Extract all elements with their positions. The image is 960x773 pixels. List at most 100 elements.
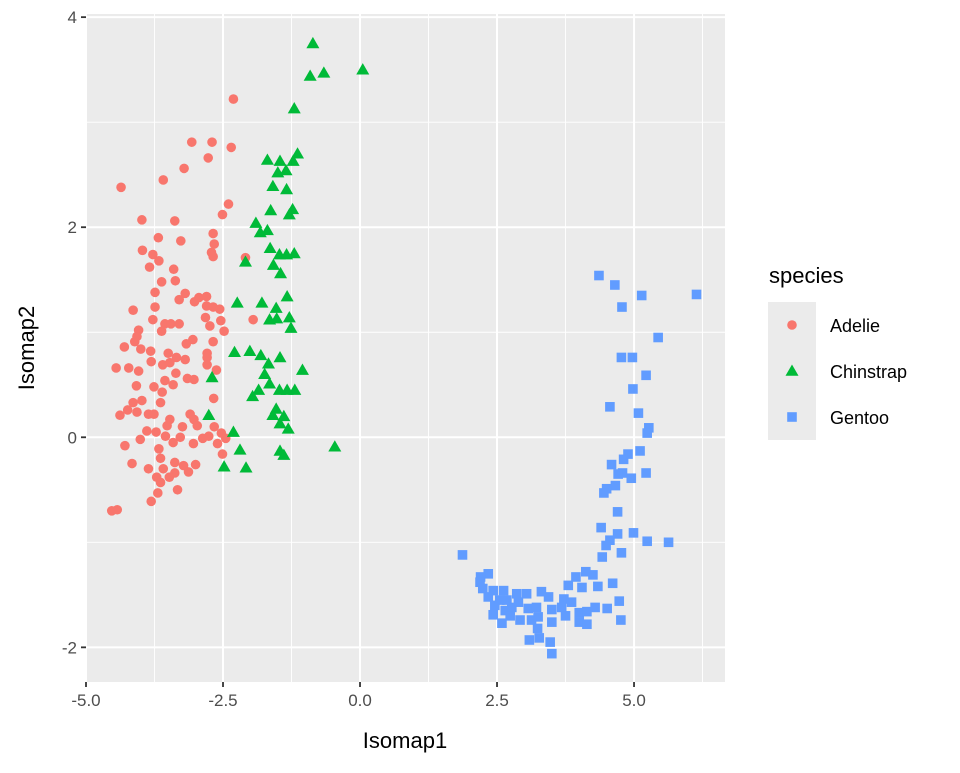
- gentoo-point: [574, 617, 585, 627]
- y-tick-label: -2: [62, 638, 77, 657]
- adelie-point: [208, 228, 218, 239]
- gentoo-point: [483, 569, 494, 579]
- chinstrap-point: [261, 357, 275, 369]
- adelie-point: [137, 215, 147, 225]
- chinstrap-point: [279, 163, 293, 176]
- chinstrap-point: [252, 383, 266, 395]
- chinstrap-point: [260, 153, 274, 165]
- adelie-point: [148, 249, 158, 260]
- adelie-point: [179, 163, 189, 174]
- legend-key-adelie: [787, 320, 797, 330]
- gentoo-point: [533, 612, 543, 622]
- chinstrap-point: [277, 448, 291, 460]
- gentoo-point: [515, 615, 525, 625]
- adelie-point: [157, 387, 167, 397]
- adelie-point: [209, 239, 220, 249]
- gridlines: [85, 14, 725, 682]
- adelie-point: [189, 374, 199, 385]
- gentoo-point: [547, 604, 557, 615]
- adelie-point: [148, 314, 158, 325]
- gentoo-point: [623, 449, 633, 459]
- adelie-point: [228, 94, 239, 104]
- legend-label: Gentoo: [830, 408, 889, 428]
- gentoo-point: [613, 469, 623, 479]
- gentoo-point: [626, 473, 637, 484]
- chinstrap-point: [281, 422, 295, 434]
- chinstrap-point: [249, 216, 263, 228]
- adelie-point: [171, 352, 182, 363]
- gentoo-point: [502, 595, 512, 605]
- chinstrap-point: [273, 154, 287, 166]
- gentoo-point: [500, 605, 511, 616]
- adelie-point: [214, 304, 225, 314]
- chinstrap-point: [356, 63, 370, 75]
- adelie-point: [168, 264, 179, 275]
- adelie-point: [152, 488, 163, 498]
- gentoo-point: [457, 550, 468, 560]
- chinstrap-point: [264, 203, 278, 216]
- gentoo-point: [556, 602, 567, 613]
- gentoo-point: [641, 468, 651, 478]
- adelie-point: [212, 438, 223, 449]
- legend-label: Chinstrap: [830, 362, 907, 382]
- adelie-point: [170, 275, 181, 286]
- gentoo-point: [582, 606, 592, 617]
- chinstrap-point: [266, 179, 280, 192]
- gentoo-point: [642, 536, 652, 547]
- adelie-point: [168, 437, 178, 448]
- legend-key-chinstrap: [785, 364, 799, 376]
- gentoo-point: [593, 581, 603, 592]
- gentoo-point: [594, 270, 604, 281]
- adelie-point: [164, 472, 175, 482]
- chinstrap-point: [282, 208, 296, 220]
- adelie-point: [122, 405, 133, 415]
- chinstrap-point: [217, 460, 231, 472]
- gentoo-point: [628, 528, 639, 538]
- adelie-point: [169, 457, 180, 468]
- gentoo-point: [475, 577, 485, 588]
- y-axis-title: Isomap2: [14, 306, 39, 390]
- adelie-point: [186, 137, 197, 147]
- legend: species Adelie Chinstrap Gentoo: [768, 263, 907, 440]
- adelie-point: [168, 379, 178, 390]
- adelie-point: [211, 365, 222, 375]
- adelie-point: [123, 363, 134, 373]
- legend-title: species: [769, 263, 844, 288]
- chinstrap-point: [269, 301, 283, 313]
- adelie-point: [165, 357, 175, 368]
- adelie-point: [175, 432, 186, 443]
- chinstrap-point: [282, 311, 296, 323]
- gentoo-point: [532, 623, 543, 634]
- adelie-point: [137, 395, 147, 406]
- x-tick-label: 2.5: [485, 691, 509, 710]
- gentoo-point: [488, 609, 498, 620]
- adelie-point: [158, 175, 169, 185]
- gentoo-point: [605, 535, 615, 546]
- adelie-point: [151, 427, 161, 437]
- chinstrap-point: [291, 147, 305, 159]
- chinstrap-point: [254, 348, 268, 361]
- adelie-point: [129, 336, 140, 347]
- gentoo-point: [574, 607, 585, 618]
- chinstrap-point: [306, 36, 320, 49]
- gentoo-point: [635, 446, 645, 456]
- adelie-point: [158, 463, 169, 474]
- chinstrap-point: [263, 377, 277, 389]
- adelie-point: [154, 444, 164, 454]
- gentoo-point: [497, 618, 507, 628]
- y-tick-label: 2: [68, 218, 77, 237]
- gentoo-point: [642, 428, 652, 438]
- chinstrap-point: [284, 321, 298, 333]
- gentoo-point: [641, 370, 651, 381]
- legend-key-gentoo: [787, 412, 797, 422]
- series-adelie: [106, 94, 258, 516]
- chinstrap-point: [274, 266, 288, 279]
- gentoo-point: [636, 290, 647, 301]
- gentoo-point: [597, 552, 608, 562]
- adelie-point: [144, 262, 155, 272]
- chinstrap-point: [280, 182, 294, 195]
- gentoo-point: [488, 585, 498, 596]
- chinstrap-point: [295, 363, 309, 375]
- adelie-point: [111, 363, 121, 373]
- chinstrap-point: [255, 296, 269, 308]
